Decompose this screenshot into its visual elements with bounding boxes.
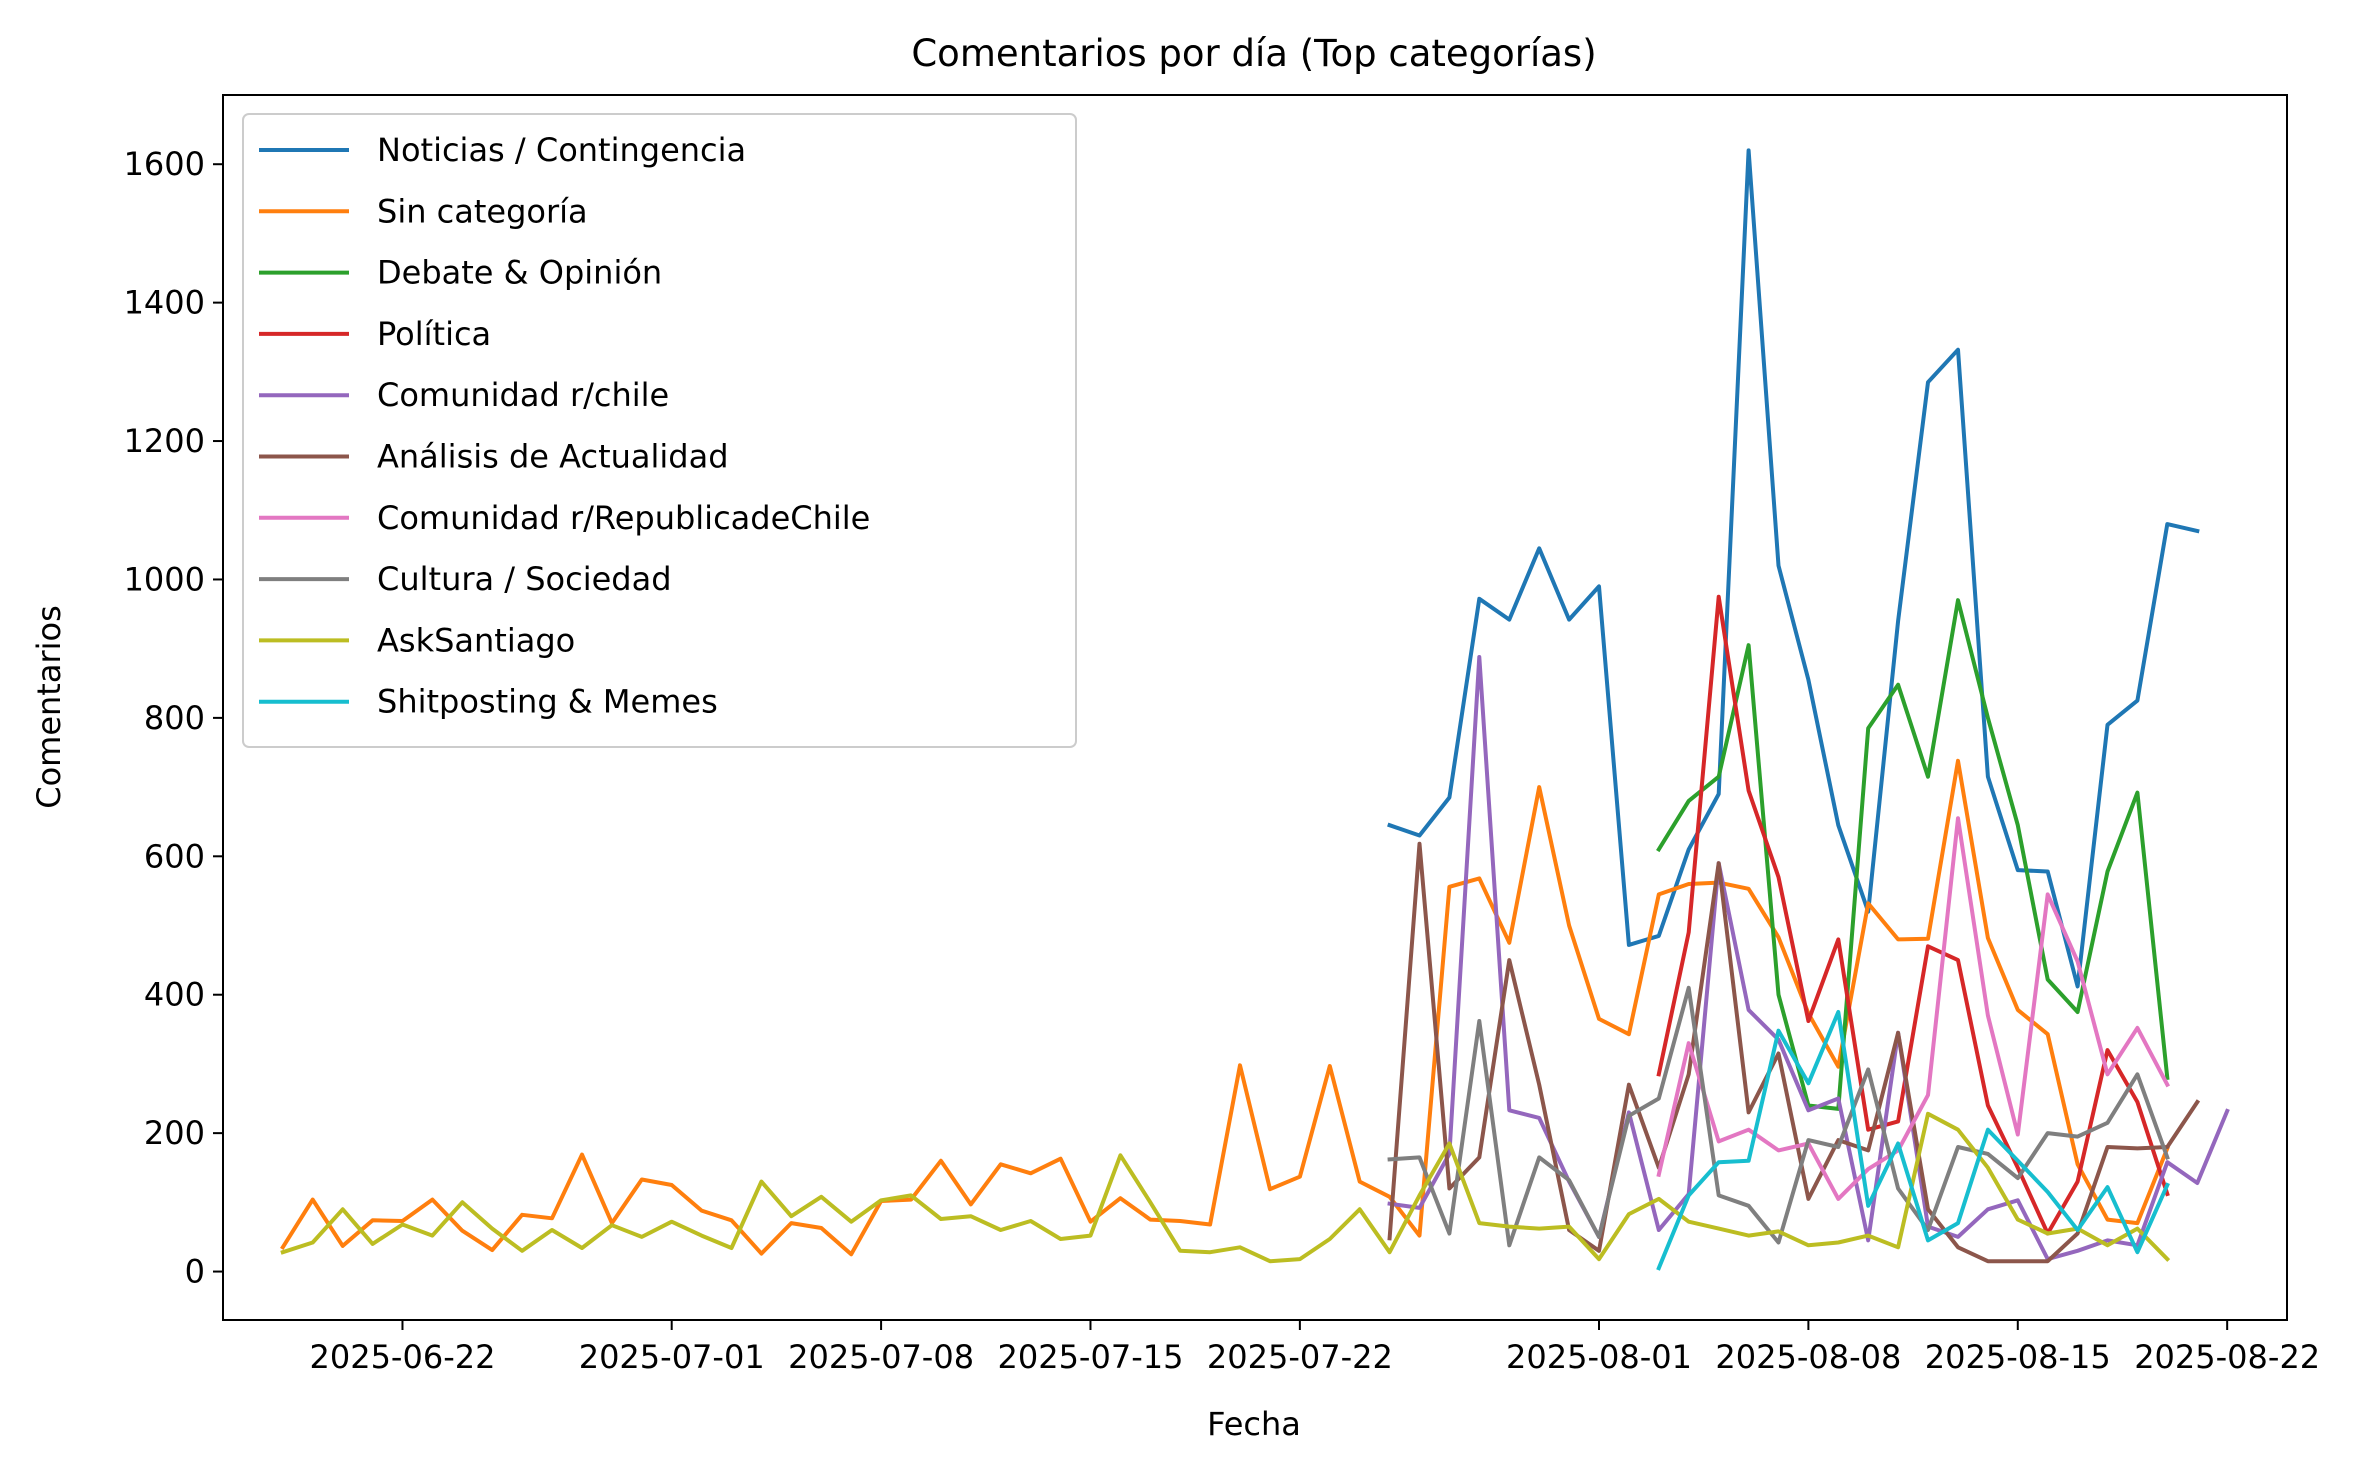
legend: Noticias / Contingencia Sin categoría Deba… <box>242 113 1077 748</box>
y-tick-label: 1000 <box>124 560 205 598</box>
legend-label: Comunidad r/RepublicadeChile <box>377 499 870 537</box>
x-tick-label: 2025-08-15 <box>1925 1338 2111 1376</box>
x-axis: 2025-06-22 2025-07-01 2025-07-08 2025-07-15… <box>309 1320 2320 1376</box>
y-tick-label: 800 <box>144 699 205 737</box>
legend-label: Debate & Opinión <box>377 254 662 292</box>
y-axis-label: Comentarios <box>30 605 68 809</box>
series-line <box>1656 1010 2170 1271</box>
y-tick-label: 400 <box>144 976 205 1014</box>
y-axis: 0 200 400 600 800 1000 1200 1400 1600 <box>124 145 223 1291</box>
series-line <box>280 1111 2171 1264</box>
legend-label: Shitposting & Memes <box>377 683 718 721</box>
series-line <box>1387 655 2230 1262</box>
legend-box <box>242 113 1077 748</box>
series-line <box>1387 985 2170 1248</box>
y-tick-label: 600 <box>144 837 205 875</box>
series-line <box>1387 841 2201 1264</box>
series-line <box>280 758 2170 1257</box>
legend-label: Análisis de Actualidad <box>377 438 729 476</box>
x-tick-label: 2025-07-15 <box>997 1338 1183 1376</box>
legend-label: Cultura / Sociedad <box>377 560 672 598</box>
x-axis-label: Fecha <box>1207 1405 1301 1443</box>
chart-title: Comentarios por día (Top categorías) <box>911 32 1596 75</box>
series-line <box>1656 816 2171 1201</box>
legend-label: AskSantiago <box>377 621 575 659</box>
y-tick-label: 1400 <box>124 284 205 322</box>
legend-label: Noticias / Contingencia <box>377 131 746 169</box>
legend-label: Política <box>377 315 491 353</box>
plot-frame <box>222 94 2288 1321</box>
x-tick-label: 2025-08-01 <box>1506 1338 1692 1376</box>
series-line <box>1656 598 2170 1111</box>
x-tick-label: 2025-07-22 <box>1207 1338 1393 1376</box>
x-tick-label: 2025-07-08 <box>788 1338 974 1376</box>
series-line <box>1656 594 2170 1236</box>
legend-label: Sin categoría <box>377 192 588 230</box>
x-tick-label: 2025-08-08 <box>1715 1338 1901 1376</box>
y-tick-label: 1600 <box>124 145 205 183</box>
x-tick-label: 2025-07-01 <box>579 1338 765 1376</box>
y-tick-label: 0 <box>185 1253 205 1291</box>
legend-label: Comunidad r/chile <box>377 376 669 414</box>
x-tick-label: 2025-06-22 <box>309 1338 495 1376</box>
x-tick-label: 2025-08-22 <box>2134 1338 2320 1376</box>
series-lines <box>280 148 2230 1271</box>
y-tick-label: 1200 <box>124 422 205 460</box>
y-tick-label: 200 <box>144 1114 205 1152</box>
